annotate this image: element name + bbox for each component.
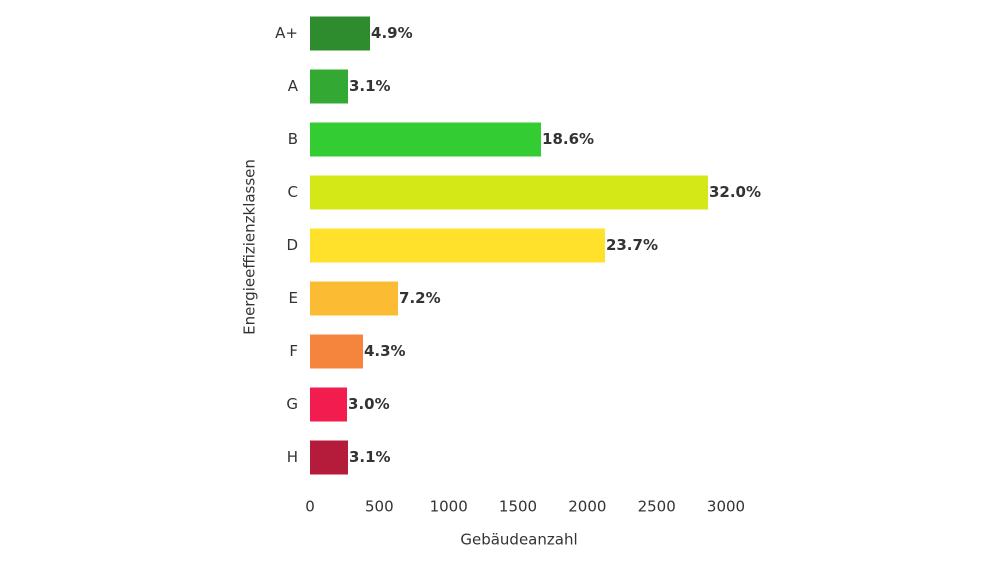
y-tick-label: H: [287, 448, 298, 466]
bar: [310, 69, 348, 104]
y-tick-label: F: [289, 342, 298, 360]
value-label: 7.2%: [399, 289, 441, 307]
y-tick-label: A: [288, 77, 299, 95]
x-tick-label: 2500: [638, 498, 676, 516]
value-label: 3.1%: [349, 77, 391, 95]
bar: [310, 122, 542, 157]
bar: [310, 440, 348, 475]
bar: [310, 16, 371, 51]
x-tick-label: 0: [305, 498, 315, 516]
y-tick-label: A+: [275, 24, 298, 42]
y-tick-label: D: [286, 236, 298, 254]
y-tick-label: E: [289, 289, 298, 307]
x-tick-label: 3000: [707, 498, 745, 516]
bar: [310, 228, 605, 263]
value-label: 4.3%: [364, 342, 406, 360]
y-tick-label: C: [288, 183, 298, 201]
bar: [310, 281, 399, 316]
y-axis-title: Energieeffizienzklassen: [241, 159, 259, 335]
x-axis-title: Gebäudeanzahl: [460, 531, 577, 549]
value-label: 3.0%: [348, 395, 390, 413]
x-tick-label: 2000: [568, 498, 606, 516]
value-label: 3.1%: [349, 448, 391, 466]
value-label: 32.0%: [709, 183, 761, 201]
x-tick-label: 1000: [430, 498, 468, 516]
y-tick-label: G: [286, 395, 298, 413]
value-label: 18.6%: [542, 130, 594, 148]
bar: [310, 387, 348, 422]
value-label: 23.7%: [606, 236, 658, 254]
x-tick-label: 500: [365, 498, 394, 516]
value-label: 4.9%: [371, 24, 413, 42]
bar: [310, 175, 708, 210]
y-tick-label: B: [288, 130, 298, 148]
bar: [310, 334, 363, 369]
x-tick-label: 1500: [499, 498, 537, 516]
